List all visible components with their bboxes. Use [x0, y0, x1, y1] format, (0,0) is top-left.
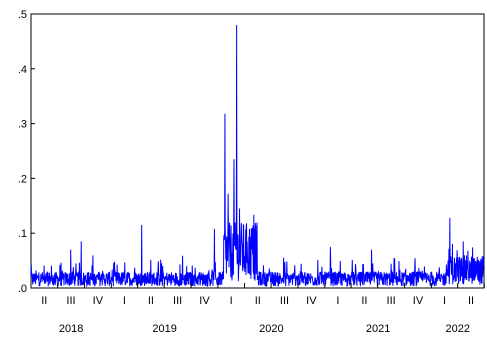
- quarter-label: III: [387, 295, 396, 307]
- y-tick-label: .0: [18, 283, 27, 295]
- x-axis: II III IV I II III IV I II III IV I II III IV I II: [30, 283, 485, 307]
- year-labels: 2018 2019 2020 2021 2022: [59, 323, 470, 335]
- year-label: 2019: [152, 323, 176, 335]
- year-label: 2022: [445, 323, 469, 335]
- quarter-label: IV: [306, 295, 317, 307]
- year-label: 2020: [259, 323, 283, 335]
- y-tick-label: .4: [18, 64, 27, 76]
- quarter-label: IV: [199, 295, 210, 307]
- quarter-label: II: [41, 295, 47, 307]
- y-tick-label: .5: [18, 9, 27, 21]
- quarter-label: II: [255, 295, 261, 307]
- quarter-label: III: [280, 295, 289, 307]
- quarter-label: IV: [413, 295, 424, 307]
- quarter-label: IV: [93, 295, 104, 307]
- quarter-label: II: [361, 295, 367, 307]
- y-axis: .0 .1 .2 .3 .4 .5: [18, 9, 35, 295]
- quarter-label: I: [443, 295, 446, 307]
- plot-frame: [30, 13, 485, 289]
- quarter-label: I: [336, 295, 339, 307]
- y-tick-label: .3: [18, 119, 27, 131]
- y-tick-label: .1: [18, 228, 27, 240]
- quarter-label: I: [123, 295, 126, 307]
- quarter-label: II: [468, 295, 474, 307]
- plot-area: [30, 13, 485, 289]
- quarter-label: III: [66, 295, 75, 307]
- quarter-label: III: [173, 295, 182, 307]
- series-line: [30, 24, 485, 288]
- quarter-label: I: [230, 295, 233, 307]
- year-label: 2021: [366, 323, 390, 335]
- y-tick-label: .2: [18, 173, 27, 185]
- quarter-label: II: [148, 295, 154, 307]
- year-label: 2018: [59, 323, 83, 335]
